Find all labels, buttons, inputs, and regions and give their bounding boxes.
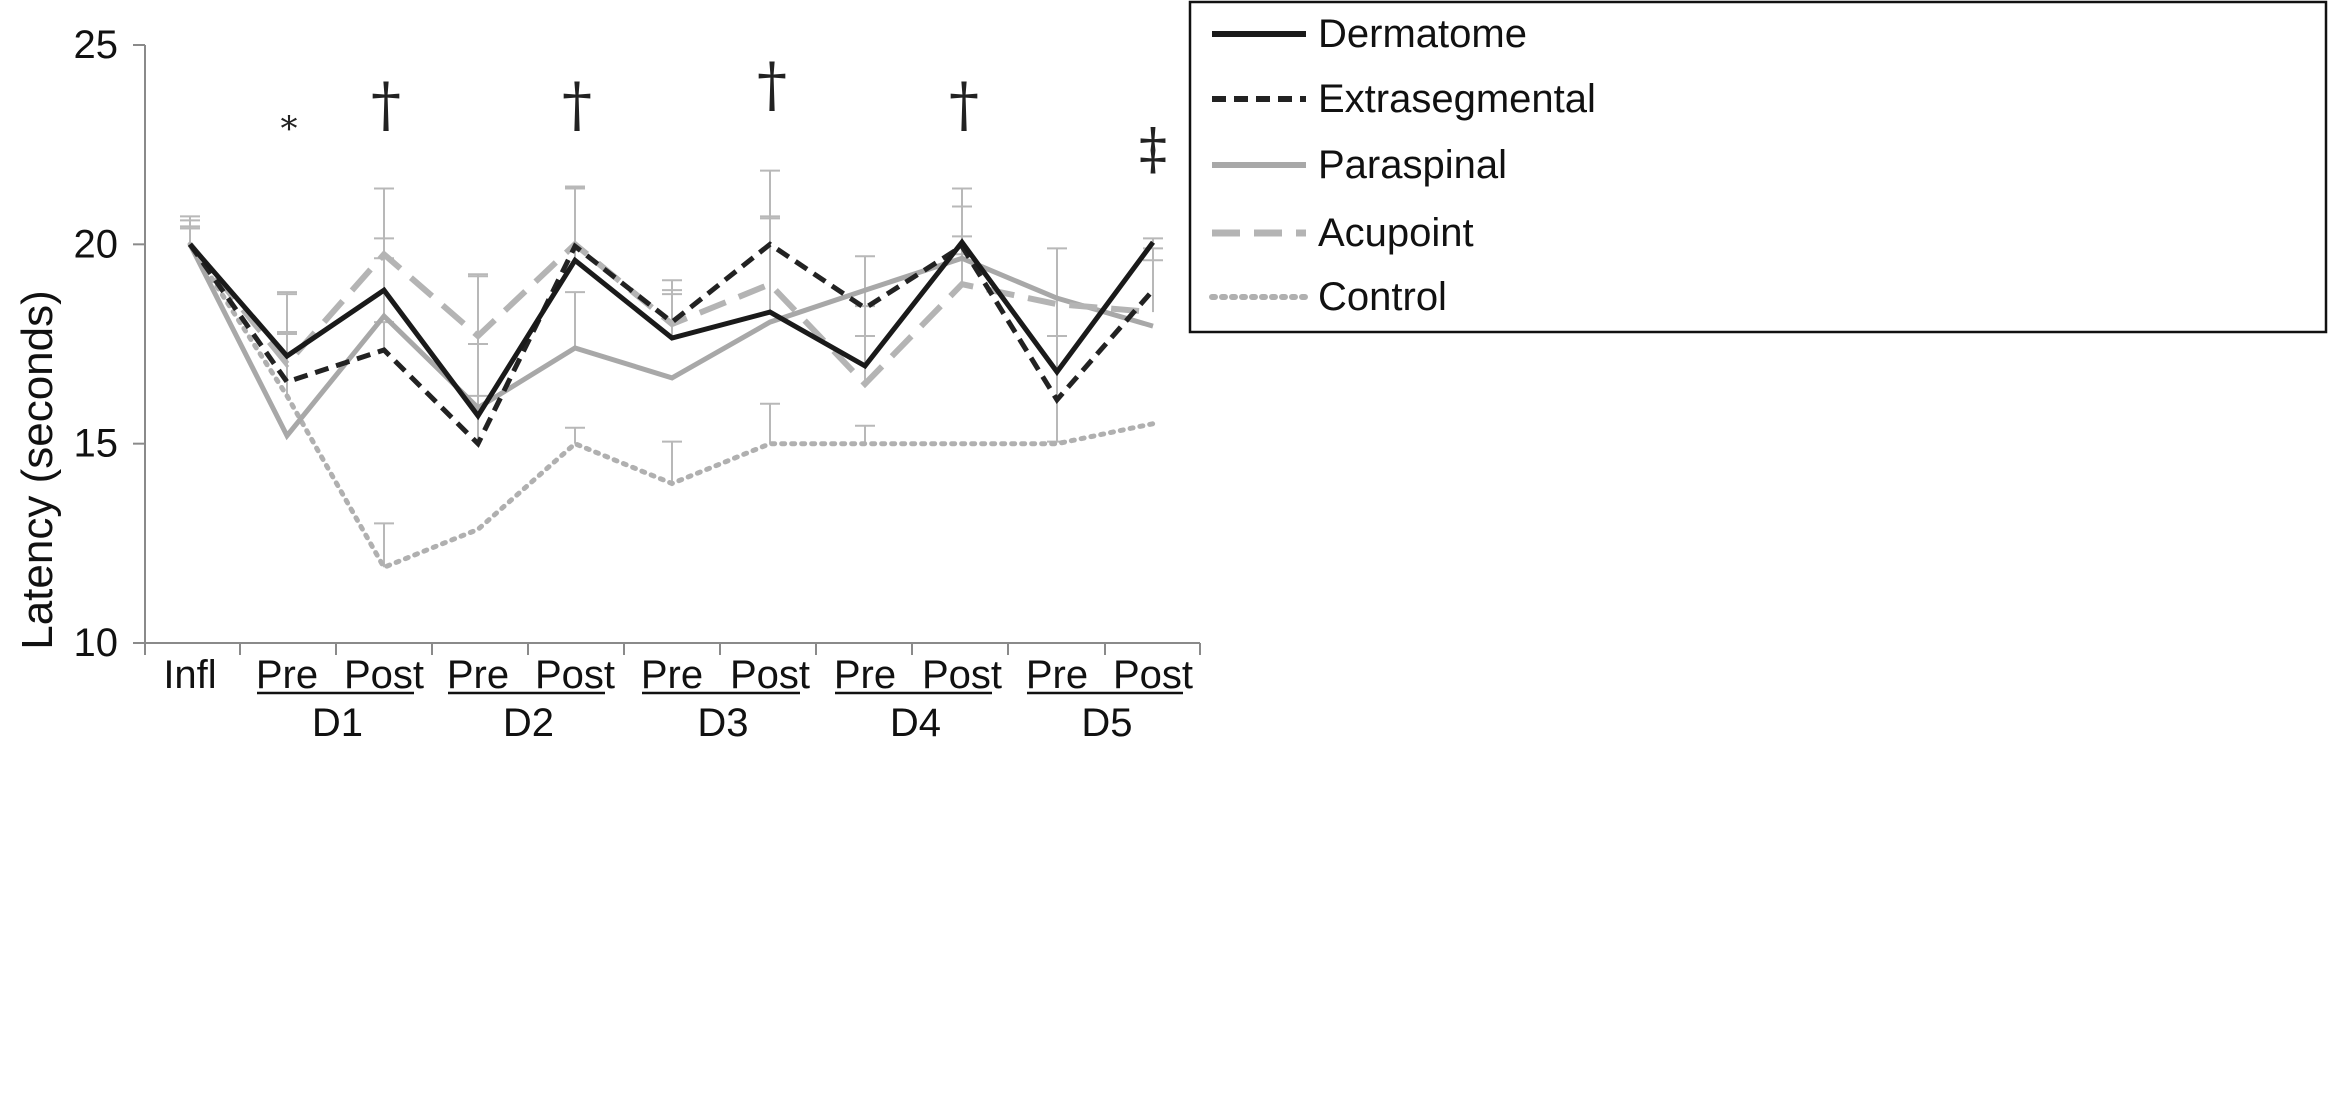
series-line-extrasegmental xyxy=(187,241,1155,448)
y-tick-label: 15 xyxy=(74,422,119,466)
legend-label: Dermatome xyxy=(1318,12,1527,56)
y-axis-title: Latency (seconds) xyxy=(13,290,62,650)
legend-label: Control xyxy=(1318,275,1447,319)
x-tick-label: Post xyxy=(535,653,615,697)
x-tick-label: Post xyxy=(344,653,424,697)
group-label: D2 xyxy=(503,701,554,745)
y-tick-label: 10 xyxy=(74,621,119,665)
x-tick-label: Pre xyxy=(447,653,509,697)
x-tick-label: Post xyxy=(730,653,810,697)
y-tick-label: 25 xyxy=(74,23,119,67)
significance-asterisk: * xyxy=(281,109,298,149)
significance-markers: * † † † † ‡ xyxy=(281,50,1168,182)
group-label: D3 xyxy=(697,701,748,745)
series-line-acupoint xyxy=(187,240,1154,389)
series-line-dermatome xyxy=(188,238,1156,421)
axes xyxy=(133,44,1201,655)
x-tick-label: Post xyxy=(922,653,1002,697)
x-tick-label: Pre xyxy=(1026,653,1088,697)
legend-box xyxy=(1188,0,2328,334)
error-bars xyxy=(180,169,1163,568)
series-line-paraspinal xyxy=(187,243,1154,441)
significance-dagger: † xyxy=(562,70,592,140)
group-label: D4 xyxy=(890,701,941,745)
x-tick-label: Infl xyxy=(163,653,216,697)
significance-dagger: † xyxy=(371,70,401,140)
legend-label: Acupoint xyxy=(1318,211,1474,255)
legend-label: Paraspinal xyxy=(1318,143,1507,187)
x-axis-labels: Infl Pre Post Pre Post Pre Post Pre Post Pre PostD… xyxy=(163,653,1193,745)
significance-dagger: † xyxy=(757,50,787,120)
legend-label: Extrasegmental xyxy=(1318,77,1596,121)
x-tick-label: Post xyxy=(1113,653,1193,697)
x-tick-label: Pre xyxy=(641,653,703,697)
y-axis-labels: 10 15 20 25 xyxy=(74,23,119,665)
y-tick-label: 20 xyxy=(74,222,119,266)
significance-double-dagger: ‡ xyxy=(1139,117,1167,182)
significance-dagger: † xyxy=(949,70,979,140)
x-tick-label: Pre xyxy=(834,653,896,697)
x-tick-label: Pre xyxy=(256,653,318,697)
group-label: D1 xyxy=(312,701,363,745)
legend: Dermatome Extrasegmental Paraspinal Acupoin… xyxy=(1188,0,2328,334)
group-label: D5 xyxy=(1081,701,1132,745)
series-lines xyxy=(187,238,1156,571)
series-line-control xyxy=(187,241,1156,571)
